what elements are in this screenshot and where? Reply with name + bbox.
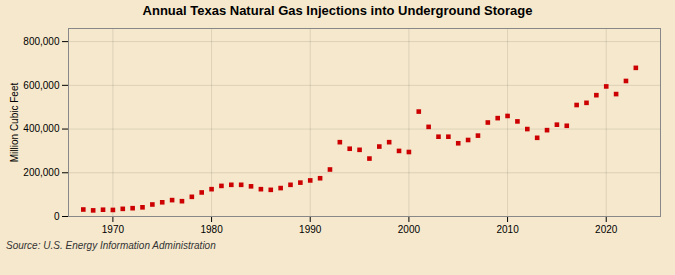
svg-text:800,000: 800,000 <box>23 36 60 47</box>
svg-text:1970: 1970 <box>102 224 125 235</box>
svg-text:400,000: 400,000 <box>23 123 60 134</box>
svg-text:2010: 2010 <box>496 224 519 235</box>
svg-text:2020: 2020 <box>595 224 618 235</box>
svg-text:Million Cubic Feet: Million Cubic Feet <box>9 83 20 163</box>
svg-text:600,000: 600,000 <box>23 80 60 91</box>
svg-text:200,000: 200,000 <box>23 167 60 178</box>
html-text:Source: U.S. Energy Informatio: Source: U.S. Energy Information Administ… <box>6 240 216 251</box>
svg-text:1980: 1980 <box>200 224 223 235</box>
svg-text:2000: 2000 <box>398 224 421 235</box>
html-text:Annual Texas Natural Gas Injec: Annual Texas Natural Gas Injections into… <box>142 3 533 18</box>
svg-text:1990: 1990 <box>299 224 322 235</box>
svg-text:0: 0 <box>54 211 60 222</box>
